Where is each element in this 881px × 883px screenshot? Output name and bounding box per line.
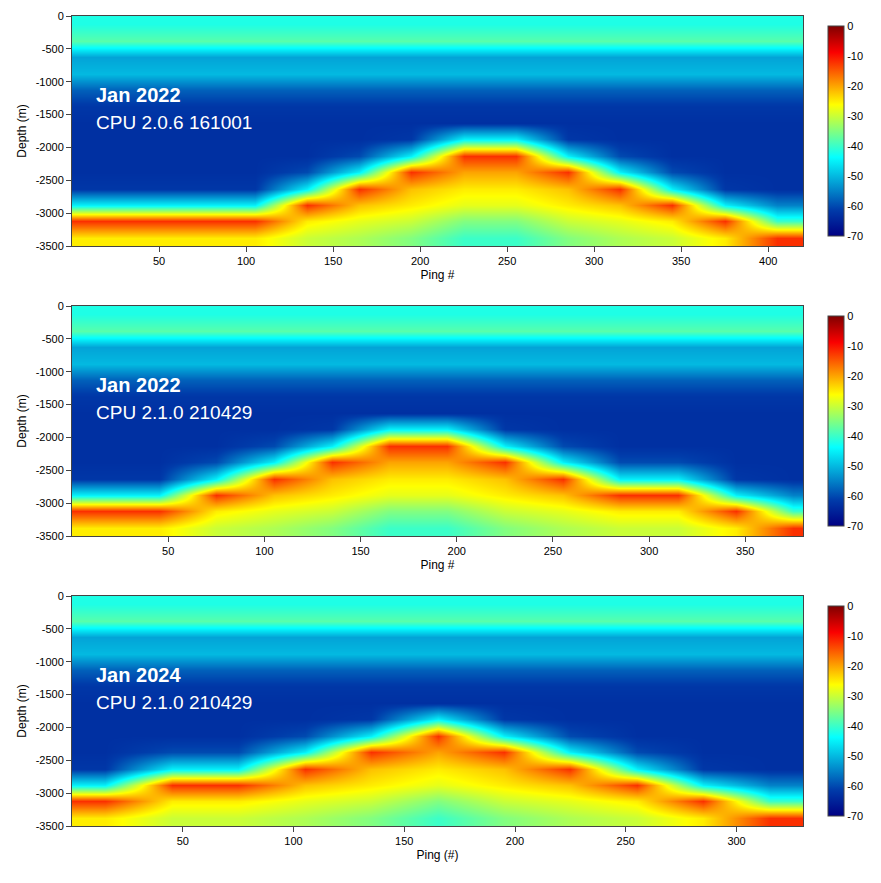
svg-text:200: 200 xyxy=(506,835,524,847)
svg-text:-40: -40 xyxy=(847,720,863,732)
svg-text:-60: -60 xyxy=(847,200,863,212)
svg-text:50: 50 xyxy=(177,835,189,847)
svg-text:-20: -20 xyxy=(847,370,863,382)
svg-text:-50: -50 xyxy=(847,170,863,182)
svg-text:-10: -10 xyxy=(847,340,863,352)
svg-text:0: 0 xyxy=(58,590,64,602)
svg-text:350: 350 xyxy=(736,545,754,557)
svg-text:-1500: -1500 xyxy=(36,108,64,120)
svg-text:-500: -500 xyxy=(42,623,64,635)
svg-text:-3000: -3000 xyxy=(36,497,64,509)
svg-text:CPU 2.1.0 210429: CPU 2.1.0 210429 xyxy=(96,692,252,713)
svg-text:-1500: -1500 xyxy=(36,398,64,410)
svg-text:-1000: -1000 xyxy=(36,366,64,378)
svg-text:50: 50 xyxy=(162,545,174,557)
svg-text:-3500: -3500 xyxy=(36,240,64,252)
svg-text:-3500: -3500 xyxy=(36,530,64,542)
svg-text:100: 100 xyxy=(255,545,273,557)
svg-text:-30: -30 xyxy=(847,110,863,122)
svg-text:0: 0 xyxy=(58,300,64,312)
svg-text:-1500: -1500 xyxy=(36,688,64,700)
svg-text:200: 200 xyxy=(411,255,429,267)
svg-text:-40: -40 xyxy=(847,430,863,442)
svg-text:-2500: -2500 xyxy=(36,754,64,766)
svg-text:Ping #: Ping # xyxy=(420,268,454,282)
svg-text:300: 300 xyxy=(727,835,745,847)
svg-text:Jan 2022: Jan 2022 xyxy=(96,374,181,396)
svg-text:250: 250 xyxy=(498,255,516,267)
svg-text:Ping #: Ping # xyxy=(420,558,454,572)
svg-text:-50: -50 xyxy=(847,750,863,762)
svg-text:250: 250 xyxy=(617,835,635,847)
svg-text:-500: -500 xyxy=(42,43,64,55)
svg-text:CPU 2.1.0 210429: CPU 2.1.0 210429 xyxy=(96,402,252,423)
svg-text:-50: -50 xyxy=(847,460,863,472)
svg-text:-2500: -2500 xyxy=(36,464,64,476)
svg-text:0: 0 xyxy=(847,20,853,32)
svg-text:0: 0 xyxy=(58,10,64,22)
svg-text:150: 150 xyxy=(324,255,342,267)
svg-text:Jan 2022: Jan 2022 xyxy=(96,84,181,106)
svg-text:100: 100 xyxy=(237,255,255,267)
svg-text:-70: -70 xyxy=(847,520,863,532)
svg-text:Jan 2024: Jan 2024 xyxy=(96,664,181,686)
svg-text:-500: -500 xyxy=(42,333,64,345)
svg-text:-60: -60 xyxy=(847,490,863,502)
svg-text:Ping (#): Ping (#) xyxy=(416,848,458,862)
svg-text:50: 50 xyxy=(153,255,165,267)
svg-text:100: 100 xyxy=(284,835,302,847)
svg-text:300: 300 xyxy=(640,545,658,557)
svg-text:-1000: -1000 xyxy=(36,656,64,668)
svg-text:-70: -70 xyxy=(847,810,863,822)
svg-text:-10: -10 xyxy=(847,630,863,642)
svg-text:Depth (m): Depth (m) xyxy=(15,684,29,737)
svg-text:CPU 2.0.6 161001: CPU 2.0.6 161001 xyxy=(96,112,252,133)
svg-text:0: 0 xyxy=(847,310,853,322)
svg-text:-2000: -2000 xyxy=(36,431,64,443)
svg-text:-2000: -2000 xyxy=(36,141,64,153)
svg-text:350: 350 xyxy=(672,255,690,267)
svg-text:150: 150 xyxy=(351,545,369,557)
svg-text:300: 300 xyxy=(585,255,603,267)
svg-text:0: 0 xyxy=(847,600,853,612)
svg-text:150: 150 xyxy=(395,835,413,847)
svg-text:-10: -10 xyxy=(847,50,863,62)
svg-text:200: 200 xyxy=(448,545,466,557)
svg-text:-3000: -3000 xyxy=(36,207,64,219)
svg-text:-70: -70 xyxy=(847,230,863,242)
svg-text:-20: -20 xyxy=(847,660,863,672)
svg-text:-3000: -3000 xyxy=(36,787,64,799)
svg-text:-2500: -2500 xyxy=(36,174,64,186)
svg-text:-3500: -3500 xyxy=(36,820,64,832)
svg-text:-30: -30 xyxy=(847,400,863,412)
svg-text:-30: -30 xyxy=(847,690,863,702)
svg-text:-1000: -1000 xyxy=(36,76,64,88)
svg-text:Depth (m): Depth (m) xyxy=(15,394,29,447)
svg-text:-2000: -2000 xyxy=(36,721,64,733)
svg-text:-40: -40 xyxy=(847,140,863,152)
svg-text:-60: -60 xyxy=(847,780,863,792)
svg-text:-20: -20 xyxy=(847,80,863,92)
svg-text:Depth (m): Depth (m) xyxy=(15,104,29,157)
svg-text:400: 400 xyxy=(759,255,777,267)
svg-text:250: 250 xyxy=(544,545,562,557)
